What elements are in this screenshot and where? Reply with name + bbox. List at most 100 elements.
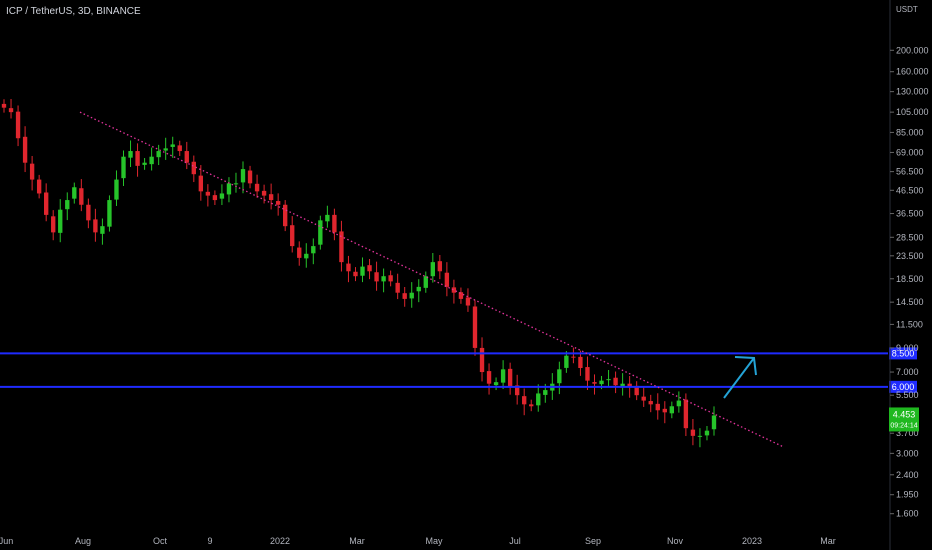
- price-tick-label: 130.000: [896, 87, 929, 97]
- candle-body: [529, 404, 534, 407]
- candle-body: [339, 231, 344, 263]
- candle-body: [261, 190, 267, 196]
- candle-body: [465, 297, 471, 306]
- time-tick-label: Jul: [509, 536, 521, 546]
- candle-body: [493, 382, 499, 386]
- price-tick-label: 9.000: [896, 343, 919, 353]
- candle-body: [655, 403, 660, 411]
- candle-body: [395, 282, 400, 293]
- candle-body: [690, 429, 696, 436]
- candle-body: [346, 263, 351, 272]
- candle-body: [522, 396, 527, 405]
- candle-body: [275, 201, 281, 205]
- breakout-arrow-head: [734, 356, 757, 376]
- candle-body: [543, 390, 548, 395]
- candle-body: [233, 183, 239, 185]
- candle-body: [409, 292, 414, 299]
- candle-body: [43, 192, 49, 215]
- candle-body: [219, 193, 225, 199]
- price-tick-label: 105.000: [896, 107, 929, 117]
- candle-body: [86, 204, 91, 221]
- candle-body: [36, 179, 42, 194]
- candle-body: [177, 145, 182, 152]
- time-tick-label: 2023: [742, 536, 762, 546]
- last-price-badge: [889, 407, 919, 432]
- overlays-layer: 8.500 6.000: [0, 111, 917, 448]
- time-tick-label: Oct: [153, 536, 168, 546]
- support-price-label: 8.500: [892, 348, 915, 358]
- price-tick-label: 3.000: [896, 448, 919, 458]
- candle-body: [149, 156, 154, 165]
- candle-body: [648, 401, 653, 405]
- candle-body: [479, 347, 485, 373]
- candle-body: [451, 287, 457, 293]
- candle-body: [472, 306, 478, 348]
- price-tick-label: 7.000: [896, 367, 919, 377]
- candle-body: [458, 292, 464, 299]
- candle-body: [606, 379, 611, 381]
- candle-body: [121, 156, 126, 179]
- candle-body: [51, 216, 56, 233]
- candle-body: [107, 200, 112, 227]
- price-tick-label: 18.500: [896, 274, 924, 284]
- candle-body: [290, 225, 295, 247]
- price-tick-label: 85.000: [896, 127, 924, 137]
- candle-body: [430, 262, 435, 277]
- candle-body: [240, 169, 246, 183]
- descending-trendline: [79, 111, 785, 448]
- candles-layer: [1, 99, 717, 448]
- candle-body: [332, 214, 337, 233]
- candle-body: [564, 355, 569, 368]
- candle-body: [297, 247, 302, 258]
- candle-body: [304, 253, 309, 259]
- price-axis: 200.000 160.000 130.000 105.000 85.000 69.000…: [889, 0, 929, 550]
- candle-body: [79, 188, 84, 205]
- candle-body: [191, 161, 196, 175]
- candle-body: [93, 219, 98, 233]
- candle-body: [613, 377, 618, 386]
- support-price-label: 6.000: [892, 382, 915, 392]
- candle-body: [437, 261, 443, 272]
- candle-body: [697, 435, 703, 437]
- candle-body: [367, 265, 372, 272]
- candle-body: [578, 356, 583, 369]
- chart-title: ICP / TetherUS, 3D, BINANCE: [6, 6, 141, 17]
- candle-body: [374, 272, 379, 282]
- candle-body: [634, 385, 639, 396]
- time-tick-label: 9: [207, 536, 212, 546]
- candle-body: [247, 170, 253, 184]
- candle-body: [592, 382, 597, 384]
- candle-body: [135, 151, 140, 166]
- price-tick-label: 11.500: [896, 319, 923, 329]
- candle-body: [29, 163, 35, 180]
- price-axis-currency: USDT: [896, 5, 918, 14]
- time-tick-label: Nov: [667, 536, 684, 546]
- candle-body: [486, 371, 492, 384]
- candle-body: [571, 356, 576, 358]
- candle-body: [268, 194, 274, 201]
- candle-body: [22, 136, 28, 163]
- candle-body: [416, 286, 421, 292]
- candle-body: [353, 271, 358, 277]
- bar-countdown-label: 09:24:14: [890, 422, 917, 429]
- candle-body: [254, 183, 260, 192]
- breakout-arrow: [723, 357, 755, 399]
- candle-body: [100, 226, 105, 234]
- candle-body: [711, 415, 717, 430]
- candle-body: [444, 272, 450, 287]
- candle-body: [170, 144, 175, 147]
- price-tick-label: 14.500: [896, 297, 924, 307]
- candle-body: [163, 148, 168, 151]
- candle-body: [142, 162, 147, 165]
- price-tick-label: 1.950: [896, 490, 919, 500]
- candle-body: [114, 179, 119, 200]
- candle-body: [423, 276, 428, 288]
- candle-body: [669, 406, 675, 414]
- time-axis: Jun Aug Oct 9 2022 Mar May Jul Sep Nov 2023 Mar: [0, 536, 836, 546]
- price-tick-label: 28.500: [896, 232, 924, 242]
- candle-body: [205, 191, 211, 196]
- candle-body: [8, 108, 14, 113]
- candle-body: [683, 399, 689, 429]
- candle-body: [65, 200, 70, 210]
